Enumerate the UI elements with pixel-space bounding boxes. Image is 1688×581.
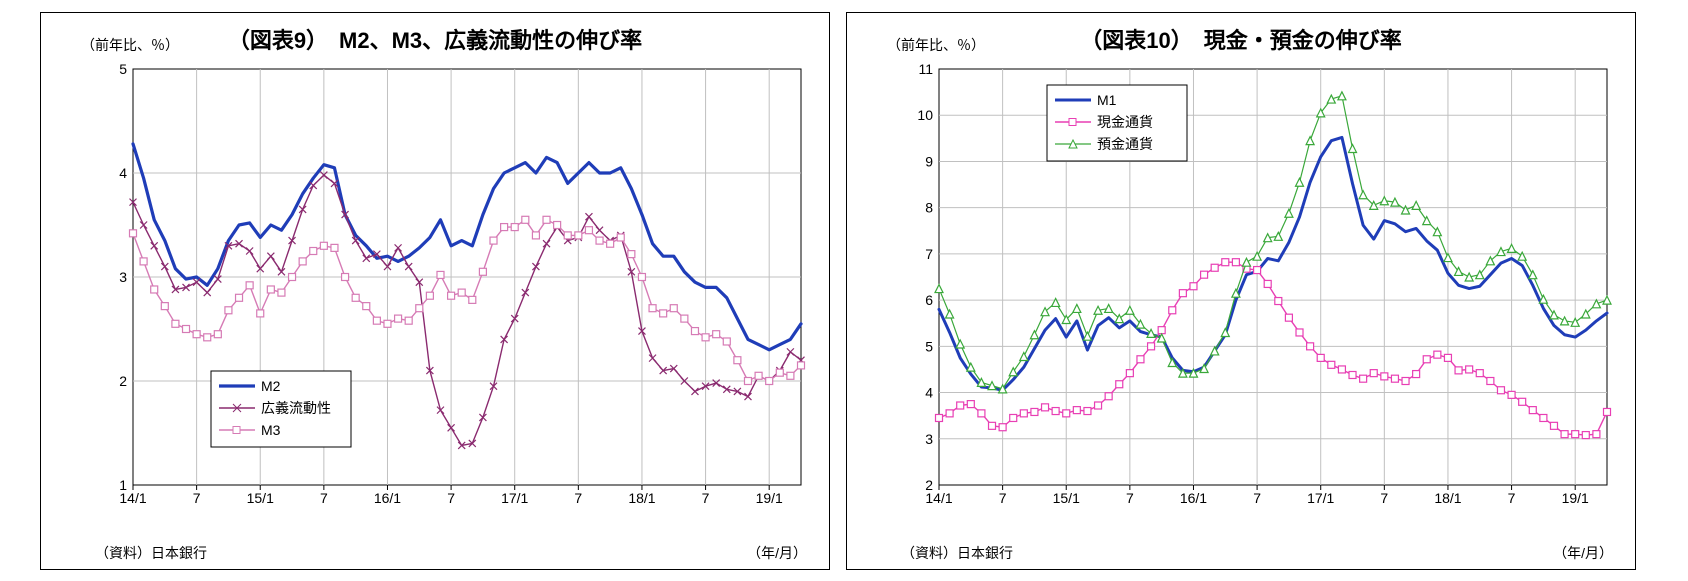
chart-panel-9: （前年比、％） （図表9） M2、M3、広義流動性の伸び率 1234514/17… (40, 12, 830, 570)
svg-text:広義流動性: 広義流動性 (261, 400, 331, 416)
svg-text:7: 7 (702, 490, 710, 506)
svg-text:18/1: 18/1 (628, 490, 655, 506)
x-axis-annotation-9: （年/月） (747, 543, 807, 563)
svg-text:3: 3 (119, 269, 127, 285)
svg-text:M2: M2 (261, 378, 281, 394)
svg-text:M1: M1 (1097, 92, 1117, 108)
svg-text:17/1: 17/1 (1307, 490, 1334, 506)
svg-text:10: 10 (917, 107, 933, 123)
svg-text:預金通貨: 預金通貨 (1097, 136, 1153, 152)
x-axis-annotation-10: （年/月） (1553, 543, 1613, 563)
svg-text:7: 7 (1253, 490, 1261, 506)
svg-text:7: 7 (574, 490, 582, 506)
chart-title-9: （図表9） M2、M3、広義流動性の伸び率 (41, 23, 829, 55)
svg-text:5: 5 (925, 338, 933, 354)
svg-text:9: 9 (925, 153, 933, 169)
svg-text:M3: M3 (261, 422, 281, 438)
svg-text:3: 3 (925, 431, 933, 447)
svg-text:15/1: 15/1 (1053, 490, 1080, 506)
svg-text:7: 7 (320, 490, 328, 506)
svg-text:7: 7 (447, 490, 455, 506)
svg-text:11: 11 (918, 63, 933, 77)
source-note-10: （資料）日本銀行 (901, 543, 1013, 563)
svg-text:7: 7 (1508, 490, 1516, 506)
chart-plot-9: 1234514/1715/1716/1717/1718/1719/1M2広義流動… (101, 63, 811, 519)
svg-text:4: 4 (119, 165, 127, 181)
svg-text:14/1: 14/1 (925, 490, 952, 506)
svg-text:7: 7 (925, 246, 933, 262)
svg-text:7: 7 (193, 490, 201, 506)
svg-text:7: 7 (999, 490, 1007, 506)
svg-text:19/1: 19/1 (1562, 490, 1589, 506)
svg-text:16/1: 16/1 (1180, 490, 1207, 506)
svg-text:8: 8 (925, 200, 933, 216)
source-note-9: （資料）日本銀行 (95, 543, 207, 563)
svg-text:15/1: 15/1 (247, 490, 274, 506)
svg-text:5: 5 (119, 63, 127, 77)
svg-text:16/1: 16/1 (374, 490, 401, 506)
svg-text:19/1: 19/1 (756, 490, 783, 506)
svg-text:18/1: 18/1 (1434, 490, 1461, 506)
svg-text:2: 2 (119, 373, 127, 389)
chart-panel-10: （前年比、％） （図表10） 現金・預金の伸び率 23456789101114/… (846, 12, 1636, 570)
svg-text:7: 7 (1126, 490, 1134, 506)
svg-text:7: 7 (1380, 490, 1388, 506)
svg-text:6: 6 (925, 292, 933, 308)
chart-plot-10: 23456789101114/1715/1716/1717/1718/1719/… (907, 63, 1617, 519)
chart-title-10: （図表10） 現金・預金の伸び率 (847, 23, 1635, 55)
svg-text:4: 4 (925, 385, 933, 401)
svg-text:17/1: 17/1 (501, 490, 528, 506)
svg-text:現金通貨: 現金通貨 (1097, 114, 1153, 130)
svg-text:14/1: 14/1 (119, 490, 146, 506)
